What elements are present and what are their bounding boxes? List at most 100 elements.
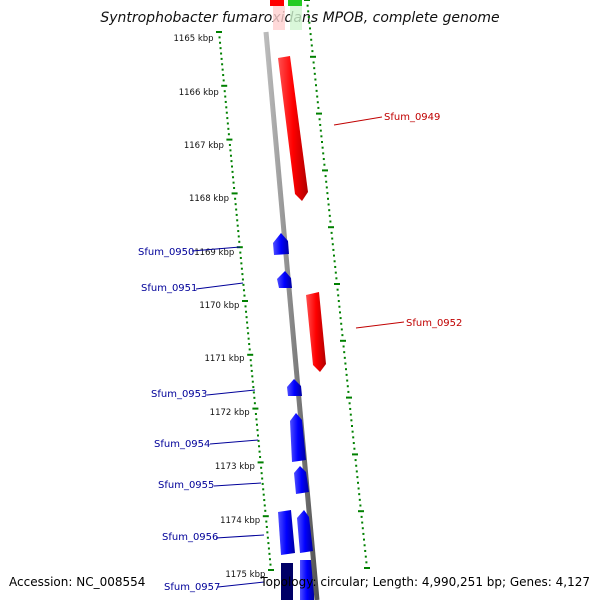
gene-label: Sfum_0953 <box>151 389 207 400</box>
outer-scale-dot <box>339 311 341 314</box>
inner-scale-dot <box>241 278 244 281</box>
outer-scale-dot <box>350 419 353 422</box>
outer-scale-dot <box>317 106 320 109</box>
outer-scale-dot <box>334 283 340 285</box>
gene-arrow <box>277 271 292 288</box>
outer-scale-dot <box>327 197 329 200</box>
gene-label-leader <box>209 439 259 445</box>
outer-scale-dot <box>362 532 365 535</box>
inner-scale-dot <box>231 192 238 195</box>
inner-scale-dot <box>225 106 228 109</box>
inner-scale-dot <box>247 353 254 356</box>
inner-scale-dot <box>267 542 270 545</box>
outer-scale-dot <box>333 254 335 257</box>
tick-label: 1174 kbp <box>220 516 260 526</box>
outer-scale-dot <box>306 4 309 7</box>
inner-scale-dot <box>228 143 231 146</box>
outer-scale-dot <box>331 237 334 240</box>
outer-scale-dot <box>312 61 315 64</box>
inner-scale-dot <box>252 407 259 410</box>
inner-scale-dot <box>249 359 252 362</box>
gene-sfum-0956[interactable]: Sfum_0956 <box>162 510 313 555</box>
outer-scale-dot <box>309 33 312 36</box>
inner-scale-dot <box>246 326 249 329</box>
outer-scale-dot <box>360 515 363 518</box>
gene-sfum-0950[interactable]: Sfum_0950 <box>138 233 289 258</box>
outer-scale-dot <box>313 67 316 70</box>
inner-scale-dot <box>258 450 261 453</box>
outer-scale-dot <box>322 152 325 155</box>
outer-scale-dot <box>334 271 337 274</box>
inner-scale-dot <box>237 230 240 233</box>
inner-scale-dot <box>252 391 255 394</box>
outer-scale-dot <box>319 123 322 126</box>
gene-sfum-0955[interactable]: Sfum_0955 <box>158 466 309 494</box>
inner-scale-dot <box>244 305 247 308</box>
gene-sfum-0954[interactable]: Sfum_0954 <box>154 413 306 462</box>
inner-scale-dot <box>231 165 233 168</box>
inner-scale-dot <box>253 396 256 399</box>
gene-label-leader <box>206 389 256 396</box>
inner-scale-dot <box>265 525 268 528</box>
gene-label: Sfum_0951 <box>141 283 197 294</box>
inner-scale-dot <box>262 493 265 496</box>
outer-scale-dot <box>340 322 343 325</box>
outer-scale-dot <box>337 300 340 303</box>
outer-scale-dot <box>358 510 364 513</box>
inner-scale-dot <box>233 187 236 190</box>
outer-scale-dot <box>359 504 362 507</box>
outer-scale-dot <box>356 476 359 479</box>
inner-scale-dot <box>222 79 225 82</box>
gene-label-leader <box>355 321 405 329</box>
outer-scale-dot <box>340 328 343 331</box>
inner-scale-dot <box>240 267 243 270</box>
tick-label: 1165 kbp <box>174 34 214 44</box>
outer-scale-dot <box>352 442 355 445</box>
inner-scale-dot <box>265 520 268 523</box>
inner-scale-dot <box>230 160 233 163</box>
inner-scale-dot <box>256 429 259 432</box>
outer-scale-dot <box>328 214 331 217</box>
gene-sfum-0953[interactable]: Sfum_0953 <box>151 379 302 400</box>
outer-scale-dot <box>325 180 328 183</box>
inner-scale-dot <box>257 434 259 437</box>
outer-scale-dot <box>340 339 346 342</box>
inner-scale-dot <box>268 552 271 555</box>
partial-reverse-gene <box>281 563 293 600</box>
outer-scale-dot <box>315 89 318 92</box>
outer-scale-dot <box>316 95 319 98</box>
inner-scale-dot <box>254 412 257 415</box>
forward-genes: Sfum_0949 Sfum_0952 <box>278 56 462 372</box>
gene-label-leader <box>195 282 244 290</box>
outer-scale-dot <box>314 78 317 81</box>
outer-scale-dot <box>364 549 367 552</box>
inner-scale-dot <box>252 386 255 389</box>
inner-scale-dot <box>227 127 230 130</box>
inner-scale-dot <box>247 332 250 335</box>
inner-scale-dot <box>257 439 260 442</box>
inner-scale-dot <box>262 515 269 518</box>
gene-sfum-0949[interactable]: Sfum_0949 <box>278 56 440 201</box>
inner-scale-dot <box>255 423 258 426</box>
inner-scale-dot <box>232 176 235 179</box>
outer-scale-dot <box>320 135 323 138</box>
inner-scale-dot <box>250 369 253 372</box>
outer-scale-dot <box>346 379 349 382</box>
gene-arrow <box>290 413 306 462</box>
outer-scale-dot <box>336 288 339 291</box>
outer-scale-dot <box>358 498 361 501</box>
inner-scale-dot <box>241 273 244 276</box>
outer-scale-dot <box>345 373 348 376</box>
outer-scale-dot <box>355 464 358 467</box>
gene-sfum-0952[interactable]: Sfum_0952 <box>306 292 462 372</box>
gene-label-leader <box>333 116 383 126</box>
outer-scale-dot <box>329 220 332 223</box>
outer-scale-dot <box>308 21 311 24</box>
gene-sfum-0957[interactable]: Sfum_0957 <box>164 581 265 593</box>
outer-scale-dot <box>345 368 347 371</box>
inner-scale-dot <box>248 348 251 351</box>
outer-scale-dot <box>333 260 336 263</box>
gene-sfum-0951[interactable]: Sfum_0951 <box>141 271 292 294</box>
outer-scale-dot <box>352 436 355 439</box>
inner-scale-dot <box>266 536 269 539</box>
